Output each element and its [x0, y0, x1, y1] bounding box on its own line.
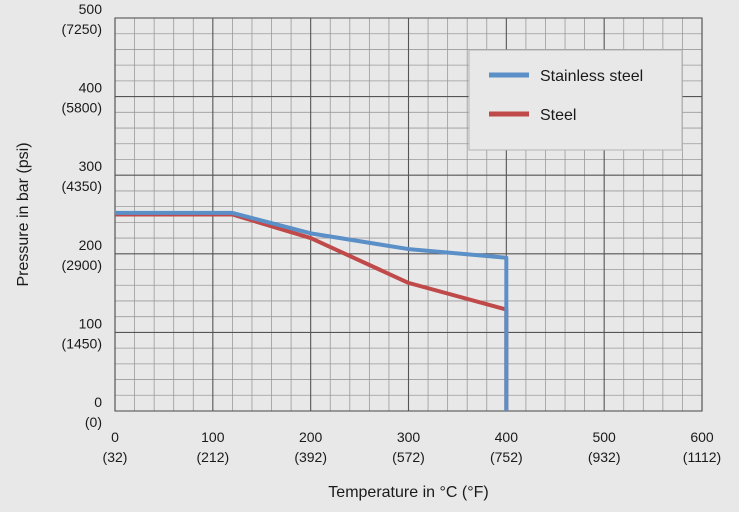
x-tick-sublabel: (572) — [392, 449, 425, 465]
y-tick-sublabel: (4350) — [62, 178, 102, 194]
y-tick-label: 500 — [79, 1, 103, 17]
y-tick-label: 0 — [94, 394, 102, 410]
y-tick-sublabel: (2900) — [62, 257, 102, 273]
legend-box — [468, 49, 683, 151]
x-tick-label: 600 — [690, 429, 714, 445]
legend-label-stainless-steel: Stainless steel — [540, 68, 643, 85]
y-tick-label: 300 — [79, 158, 103, 174]
y-tick-sublabel: (1450) — [62, 335, 102, 351]
y-tick-sublabel: (0) — [85, 414, 102, 430]
x-tick-label: 300 — [397, 429, 421, 445]
y-axis-title: Pressure in bar (psi) — [15, 142, 32, 286]
y-tick-label: 200 — [79, 237, 103, 253]
y-tick-sublabel: (5800) — [62, 100, 102, 116]
x-axis-title: Temperature in °C (°F) — [328, 484, 488, 501]
x-tick-sublabel: (932) — [588, 449, 621, 465]
x-tick-label: 500 — [592, 429, 616, 445]
y-tick-labels: 0 (0) 100 (1450) 200 (2900) 300 (4350) 400 (5800)… — [62, 1, 103, 430]
legend-label-steel: Steel — [540, 107, 576, 124]
x-tick-labels: 0 (32) 100 (212) 200 (392) 300 (572) 400 (752) 500… — [103, 429, 722, 465]
y-tick-sublabel: (7250) — [62, 21, 102, 37]
y-tick-label: 100 — [79, 315, 103, 331]
legend: Stainless steel Steel — [468, 49, 683, 151]
series-layer — [115, 210, 509, 411]
x-tick-sublabel: (212) — [196, 449, 229, 465]
x-tick-sublabel: (752) — [490, 449, 523, 465]
x-tick-sublabel: (392) — [294, 449, 327, 465]
x-tick-label: 400 — [495, 429, 519, 445]
y-tick-label: 400 — [79, 80, 103, 96]
x-tick-label: 0 — [111, 429, 119, 445]
x-tick-label: 200 — [299, 429, 323, 445]
series-line-stainless-steel — [115, 210, 509, 411]
x-tick-label: 100 — [201, 429, 225, 445]
x-tick-sublabel: (32) — [103, 449, 128, 465]
x-tick-sublabel: (1112) — [683, 449, 721, 465]
